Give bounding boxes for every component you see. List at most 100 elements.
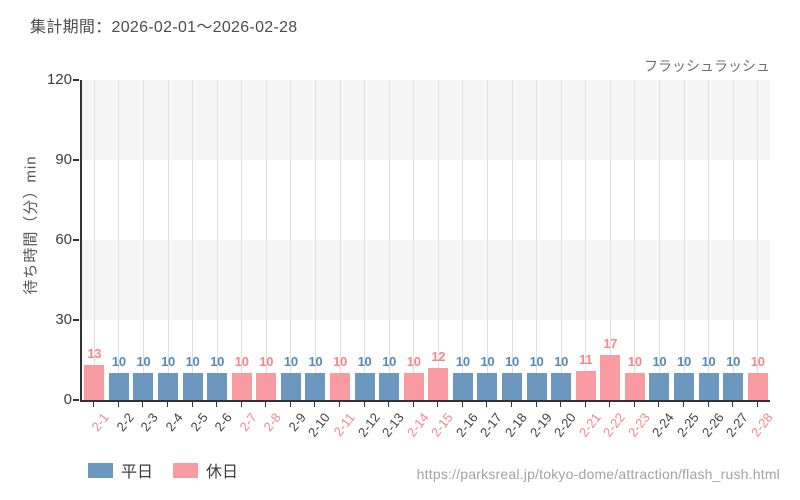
bar-value-label: 10 xyxy=(627,354,642,370)
x-axis-tick xyxy=(265,402,267,407)
x-tick-label: 2-14 xyxy=(403,410,432,440)
x-axis-tick xyxy=(93,402,95,407)
bar-value-label: 10 xyxy=(283,354,298,370)
legend-label-holiday: 休日 xyxy=(206,464,239,481)
vertical-gridline xyxy=(437,80,439,400)
bar-value-label: 10 xyxy=(652,354,667,370)
bar-value-label: 10 xyxy=(455,354,470,370)
x-tick-label: 2-7 xyxy=(236,410,260,435)
bar-holiday xyxy=(403,373,424,400)
bar-value-label: 10 xyxy=(554,354,569,370)
grid-band xyxy=(82,240,770,320)
x-axis-tick xyxy=(191,402,193,407)
legend-item-weekday[interactable]: 平日 xyxy=(88,458,153,482)
x-axis-tick xyxy=(289,402,291,407)
y-tick-label: 30 xyxy=(55,311,72,328)
vertical-gridline xyxy=(511,80,513,400)
x-tick-label: 2-11 xyxy=(330,410,358,439)
bar-weekday xyxy=(698,373,719,400)
bar-weekday xyxy=(133,373,154,400)
x-tick-label: 2-26 xyxy=(698,410,727,440)
x-tick-label: 2-23 xyxy=(624,410,653,440)
y-axis-tick-labels: 0 30 60 90 120 xyxy=(0,71,72,408)
bar-holiday xyxy=(84,365,105,400)
bar-value-label: 10 xyxy=(382,354,397,370)
x-tick-label: 2-20 xyxy=(551,410,579,440)
bar-weekday xyxy=(502,373,522,400)
bar-value-label: 10 xyxy=(750,354,765,370)
x-tick-label: 2-10 xyxy=(305,410,334,440)
x-tick-label: 2-8 xyxy=(260,410,285,435)
x-axis-tick xyxy=(560,402,562,407)
source-url-watermark: https://parksreal.jp/tokyo-dome/attracti… xyxy=(416,466,780,482)
vertical-gridline xyxy=(609,80,611,400)
bar-value-label: 10 xyxy=(259,354,274,370)
x-axis-tick xyxy=(216,402,218,407)
bar-weekday xyxy=(158,373,178,400)
bar-weekday xyxy=(551,373,572,400)
attraction-name-label: フラッシュラッシュ xyxy=(644,58,770,74)
y-tick-label: 120 xyxy=(46,71,72,88)
bar-weekday xyxy=(108,373,129,400)
vertical-gridline xyxy=(314,80,316,400)
x-axis-labels: 2-1 2-2 2-3 2-4 2-5 2-6 2-7 2-8 2-9 2-10 2-11 2-12 2… xyxy=(82,402,776,474)
x-tick-label: 2-6 xyxy=(211,410,235,435)
bar-value-label: 10 xyxy=(234,354,249,370)
vertical-gridline xyxy=(290,80,292,400)
vertical-gridline xyxy=(757,80,759,400)
bar-value-label: 13 xyxy=(87,346,102,362)
bar-holiday xyxy=(624,373,645,400)
vertical-gridline xyxy=(486,80,488,400)
vertical-gridline xyxy=(265,80,267,400)
vertical-gridline xyxy=(683,80,685,400)
y-tick-label: 90 xyxy=(55,151,72,168)
bar-weekday xyxy=(526,373,547,400)
bar-weekday xyxy=(280,373,301,400)
bar-weekday xyxy=(182,373,203,400)
x-tick-label: 2-16 xyxy=(452,410,481,440)
bar-holiday xyxy=(600,354,621,400)
bar-holiday xyxy=(747,373,768,400)
x-tick-label: 2-19 xyxy=(526,410,555,440)
vertical-gridline xyxy=(585,80,587,400)
x-tick-label: 2-12 xyxy=(354,410,383,440)
bar-value-label: 10 xyxy=(529,354,544,370)
x-tick-label: 2-13 xyxy=(379,410,407,440)
y-tick-label: 60 xyxy=(55,231,72,248)
x-tick-label: 2-1 xyxy=(88,410,113,435)
vertical-gridline xyxy=(192,80,194,400)
x-tick-label: 2-17 xyxy=(477,410,506,440)
x-axis-tick xyxy=(314,402,316,407)
y-axis-tick xyxy=(73,399,79,401)
x-tick-label: 2-4 xyxy=(162,410,186,435)
vertical-gridline xyxy=(167,80,169,400)
legend-item-holiday[interactable]: 休日 xyxy=(173,458,238,482)
bar-value-label: 10 xyxy=(480,354,495,370)
bar-weekday xyxy=(305,373,326,400)
x-axis-tick xyxy=(437,402,439,407)
x-tick-label: 2-22 xyxy=(600,410,629,440)
legend-label-weekday: 平日 xyxy=(121,464,154,481)
x-tick-label: 2-24 xyxy=(649,410,678,440)
vertical-gridline xyxy=(339,80,341,400)
y-tick-label: 0 xyxy=(63,391,72,408)
bar-weekday xyxy=(649,373,670,400)
vertical-gridline xyxy=(241,80,243,400)
aggregation-period-label: 集計期間：2026-02-01〜2026-02-28 xyxy=(30,19,298,36)
x-axis-tick xyxy=(609,402,611,407)
bar-holiday xyxy=(330,373,350,400)
vertical-gridline xyxy=(413,80,415,400)
vertical-gridline xyxy=(560,80,562,400)
x-tick-label: 2-3 xyxy=(137,410,162,435)
x-axis-tick xyxy=(683,402,684,407)
bar-weekday xyxy=(723,373,744,400)
vertical-gridline xyxy=(658,80,660,400)
bar-value-label: 17 xyxy=(603,335,618,351)
bar-value-label: 10 xyxy=(136,354,151,370)
x-axis-tick xyxy=(388,402,390,407)
bar-value-label: 10 xyxy=(357,354,372,370)
vertical-gridline xyxy=(732,80,734,400)
grid-band xyxy=(82,80,770,160)
bar-value-label: 12 xyxy=(431,349,446,364)
